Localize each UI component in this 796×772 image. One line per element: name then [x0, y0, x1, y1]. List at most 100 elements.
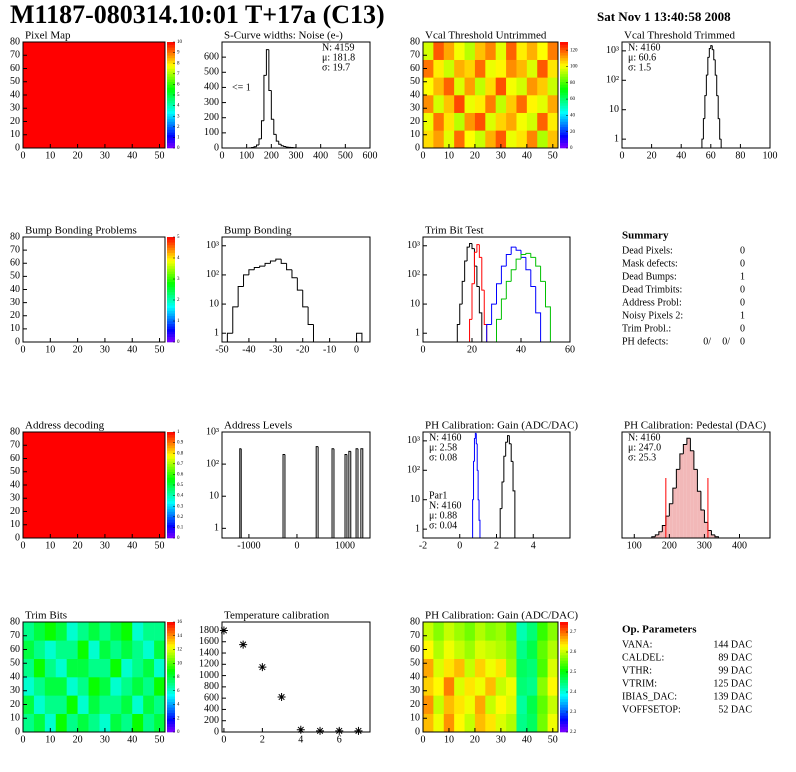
chart-title: PH Calibration: Gain (ADC/DAC) — [425, 420, 578, 432]
histogram-bin — [710, 530, 715, 536]
histogram-bin — [253, 146, 257, 148]
heat-cell — [547, 42, 559, 60]
heat-cell — [154, 695, 166, 714]
heat-cell — [77, 713, 89, 733]
heat-cell — [132, 658, 144, 678]
colorbar-step — [167, 258, 175, 261]
y-tick-label: 10² — [407, 465, 420, 476]
histogram-bin — [491, 303, 497, 325]
x-tick-label: 40 — [127, 734, 137, 745]
histogram-bin — [535, 286, 542, 342]
colorbar-step — [167, 142, 175, 146]
x-tick-label: 60 — [565, 344, 575, 355]
colorbar-label: 4 — [177, 703, 180, 708]
y-tick-label: 1 — [214, 328, 219, 339]
y-tick-label: 30 — [10, 493, 20, 504]
colorbar-step — [167, 660, 175, 664]
colorbar-step — [560, 674, 568, 678]
colorbar-step — [560, 682, 568, 686]
heat-cell — [537, 640, 548, 659]
op-label: VTHR: — [622, 665, 652, 676]
histogram-bin — [472, 499, 474, 538]
colorbar-step — [167, 271, 175, 275]
colorbar-step — [560, 121, 568, 125]
y-tick-label: 80 — [10, 231, 20, 242]
summary-value: 0 — [740, 284, 745, 295]
y-tick-label: 0 — [415, 142, 420, 153]
colorbar-step — [560, 42, 568, 45]
heat-cell — [547, 112, 559, 131]
y-tick-label: 70 — [10, 440, 20, 451]
heat-cell — [433, 713, 445, 733]
heat-cell — [44, 695, 57, 714]
histogram-bin — [510, 269, 517, 282]
y-tick-label: 40 — [10, 479, 20, 490]
colorbar-step — [167, 302, 175, 306]
colorbar-step — [167, 479, 175, 483]
annotation: <= 1 — [232, 82, 251, 93]
colorbar-step — [167, 657, 175, 661]
heat-cell — [66, 695, 78, 714]
heat-cell — [443, 130, 455, 149]
heat-cell — [474, 130, 486, 149]
colorbar-label: 0.8 — [177, 451, 184, 456]
heat-cell — [433, 695, 445, 714]
y-tick-label: 80 — [410, 616, 420, 627]
heat-cell — [423, 622, 434, 641]
heat-cell — [433, 622, 445, 641]
histogram-bin — [355, 448, 358, 538]
colorbar-label: 20 — [570, 130, 576, 135]
colorbar-step — [167, 649, 175, 653]
heat-cell — [506, 77, 517, 96]
histogram-bin — [466, 246, 470, 262]
colorbar-step — [167, 627, 175, 631]
colorbar-label: 0.9 — [177, 441, 184, 446]
colorbar-step — [167, 527, 175, 531]
histogram-bin — [469, 242, 472, 248]
x-tick-label: 10 — [45, 150, 55, 161]
page-date: Sat Nov 1 13:40:58 2008 — [597, 9, 731, 24]
colorbar-step — [167, 105, 175, 109]
histogram-bin — [717, 95, 720, 120]
colorbar-label: 2.4 — [570, 690, 577, 695]
colorbar-label: 0.4 — [177, 494, 184, 499]
colorbar-step — [167, 97, 175, 101]
heat-cell — [516, 130, 528, 149]
summary-label: Address Probl: — [622, 297, 682, 308]
colorbar-step — [560, 668, 568, 672]
histogram-bin — [268, 49, 272, 91]
histogram-bin — [471, 243, 475, 250]
colorbar-label: 40 — [570, 114, 576, 119]
stats-text: μ: 0.88 — [429, 510, 457, 521]
colorbar-step — [167, 84, 175, 88]
heat-cell — [547, 713, 559, 733]
heat-cell — [495, 713, 507, 733]
histogram-bin — [510, 246, 517, 255]
heat-cell — [506, 59, 517, 78]
heat-cell — [44, 658, 57, 678]
histogram-bin — [285, 146, 289, 148]
heat-cell — [485, 77, 496, 96]
colorbar-step — [167, 524, 175, 528]
heat-cell — [433, 112, 445, 131]
y-tick-label: 500 — [204, 67, 219, 78]
colorbar-label: 0.1 — [177, 526, 184, 531]
x-tick-label: 2 — [494, 540, 499, 551]
y-tick-label: 10³ — [606, 45, 619, 56]
colorbar-step — [167, 511, 175, 515]
heat-cell — [55, 622, 67, 641]
colorbar-step — [167, 463, 175, 467]
x-tick-label: 100 — [763, 150, 778, 161]
colorbar-step — [167, 624, 175, 628]
colorbar-step — [560, 110, 568, 114]
heat-cell — [516, 622, 528, 641]
heat-cell — [23, 622, 35, 641]
colorbar-step — [560, 638, 568, 642]
summary-value: 0 — [740, 258, 745, 269]
heat-cell — [23, 658, 35, 678]
heat-cell — [464, 622, 476, 641]
colorbar-step — [560, 102, 568, 106]
colorbar-step — [167, 55, 175, 59]
heat-cell — [474, 658, 486, 678]
